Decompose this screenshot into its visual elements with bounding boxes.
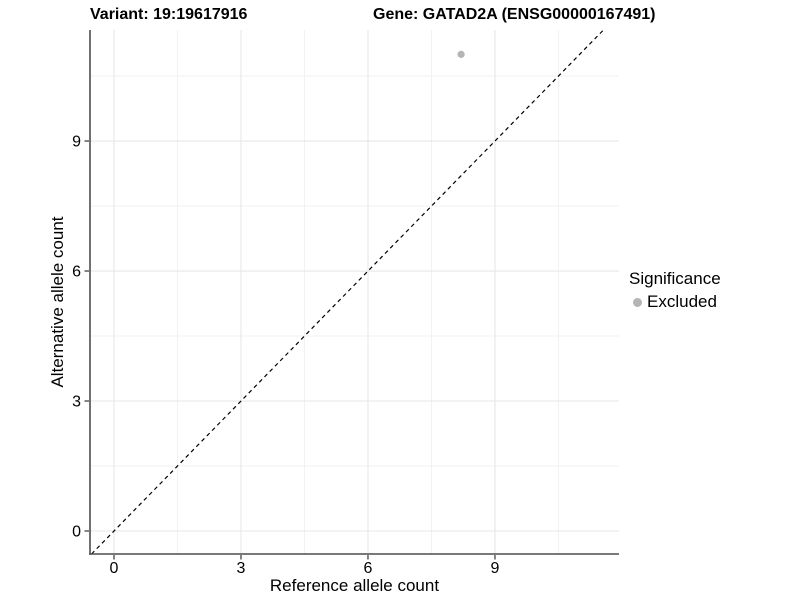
x-tick-label: 9 (491, 560, 500, 577)
identity-line (91, 29, 604, 555)
x-axis-title: Reference allele count (269, 576, 440, 595)
legend-point-icon (633, 297, 642, 307)
y-tick-label: 0 (72, 524, 81, 541)
x-tick-label: 3 (237, 560, 246, 577)
y-tick-label: 3 (72, 394, 81, 411)
legend-item-label: Excluded (647, 292, 717, 311)
legend: Significance Excluded (629, 269, 721, 312)
y-tick-label: 6 (72, 264, 81, 281)
x-tick-label: 6 (364, 560, 373, 577)
legend-item-excluded: Excluded (629, 292, 721, 312)
x-tick-label: 0 (110, 560, 119, 577)
legend-title: Significance (629, 269, 721, 288)
plot-title-variant: Variant: 19:19617916 (90, 6, 248, 23)
y-tick-label: 9 (72, 134, 81, 151)
data-point (457, 50, 465, 58)
plot-title-gene: Gene: GATAD2A (ENSG00000167491) (373, 6, 656, 23)
